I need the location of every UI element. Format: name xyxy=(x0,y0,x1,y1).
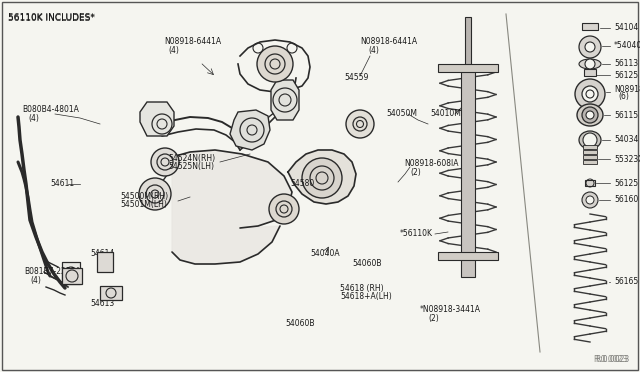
Bar xyxy=(62,262,80,284)
Bar xyxy=(62,262,80,284)
Bar xyxy=(461,67,475,277)
Text: 54500M(RH): 54500M(RH) xyxy=(120,192,168,202)
Circle shape xyxy=(583,133,597,147)
Bar xyxy=(465,17,471,67)
Polygon shape xyxy=(271,80,299,120)
Bar xyxy=(97,252,113,272)
Text: 54060B: 54060B xyxy=(352,260,381,269)
Polygon shape xyxy=(140,102,174,136)
Bar xyxy=(584,69,596,76)
Bar xyxy=(582,23,598,30)
Circle shape xyxy=(582,107,598,123)
Text: 56165: 56165 xyxy=(614,278,638,286)
Polygon shape xyxy=(172,150,292,264)
Text: 54613: 54613 xyxy=(90,299,115,308)
Bar xyxy=(461,67,475,277)
Text: 54524N(RH): 54524N(RH) xyxy=(168,154,215,163)
Bar xyxy=(62,268,82,284)
Text: *56110K: *56110K xyxy=(400,230,433,238)
Text: 54525N(LH): 54525N(LH) xyxy=(168,161,214,170)
Bar xyxy=(583,160,597,164)
Polygon shape xyxy=(288,150,356,204)
Text: 54618 (RH): 54618 (RH) xyxy=(340,283,383,292)
Text: 55323X: 55323X xyxy=(614,154,640,164)
Circle shape xyxy=(585,59,595,69)
Circle shape xyxy=(586,111,594,119)
Ellipse shape xyxy=(579,59,601,69)
Circle shape xyxy=(582,192,598,208)
Polygon shape xyxy=(230,110,270,150)
Text: (4): (4) xyxy=(168,45,179,55)
Circle shape xyxy=(582,86,598,102)
Circle shape xyxy=(586,196,594,204)
Circle shape xyxy=(585,42,595,52)
Text: 56115: 56115 xyxy=(614,110,638,119)
Circle shape xyxy=(269,194,299,224)
Text: 54614: 54614 xyxy=(90,250,115,259)
Text: (6): (6) xyxy=(618,93,629,102)
Bar xyxy=(438,64,498,72)
Text: 54618+A(LH): 54618+A(LH) xyxy=(340,292,392,301)
Circle shape xyxy=(302,158,342,198)
Bar xyxy=(585,180,595,186)
Text: 54010M: 54010M xyxy=(430,109,461,119)
Circle shape xyxy=(139,178,171,210)
Text: 54060B: 54060B xyxy=(285,320,314,328)
Ellipse shape xyxy=(579,131,601,149)
Text: *N08918-3441A: *N08918-3441A xyxy=(420,305,481,314)
Text: 54559: 54559 xyxy=(344,73,369,81)
Text: N08918-6441A: N08918-6441A xyxy=(360,38,417,46)
Bar xyxy=(583,155,597,159)
Text: 54104: 54104 xyxy=(614,23,638,32)
Text: 54034: 54034 xyxy=(614,135,638,144)
Text: 56160: 56160 xyxy=(614,196,638,205)
Circle shape xyxy=(346,110,374,138)
Text: 56125: 56125 xyxy=(614,71,638,80)
Text: 54050M: 54050M xyxy=(386,109,417,119)
Ellipse shape xyxy=(577,104,603,126)
Bar xyxy=(100,286,122,300)
Text: *54040B: *54040B xyxy=(614,42,640,51)
Text: R:0.0023: R:0.0023 xyxy=(594,356,628,365)
Circle shape xyxy=(151,148,179,176)
Text: B081B7-2251A: B081B7-2251A xyxy=(24,267,81,276)
Text: 54611: 54611 xyxy=(50,180,74,189)
Text: 56113: 56113 xyxy=(614,60,638,68)
Text: 56110K INCLUDES*: 56110K INCLUDES* xyxy=(8,13,95,22)
Text: (4): (4) xyxy=(30,276,41,285)
Circle shape xyxy=(579,36,601,58)
Bar xyxy=(583,150,597,154)
Text: N08918-3401A: N08918-3401A xyxy=(614,84,640,93)
Text: 54040A: 54040A xyxy=(310,250,340,259)
Text: 54580: 54580 xyxy=(290,180,314,189)
Text: (4): (4) xyxy=(28,113,39,122)
Text: 54501M(LH): 54501M(LH) xyxy=(120,201,167,209)
Text: 56110K INCLUDES*: 56110K INCLUDES* xyxy=(8,14,95,23)
Text: (2): (2) xyxy=(428,314,439,323)
Text: N08918-608IA: N08918-608IA xyxy=(404,160,458,169)
Text: N08918-6441A: N08918-6441A xyxy=(164,38,221,46)
Text: R:0.0023: R:0.0023 xyxy=(596,355,630,364)
Text: (2): (2) xyxy=(410,167,420,176)
Bar xyxy=(438,252,498,260)
Text: B080B4-4801A: B080B4-4801A xyxy=(22,106,79,115)
Bar xyxy=(583,145,597,149)
Circle shape xyxy=(575,79,605,109)
Circle shape xyxy=(257,46,293,82)
Text: 56125: 56125 xyxy=(614,179,638,187)
Text: (4): (4) xyxy=(368,45,379,55)
